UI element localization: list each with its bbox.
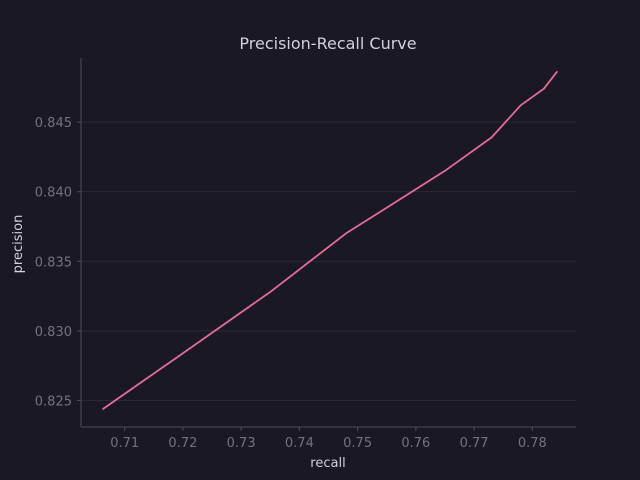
x-tick-label: 0.71 <box>110 436 139 451</box>
series-lines <box>102 71 558 410</box>
chart-title: Precision-Recall Curve <box>239 34 416 53</box>
y-tick-label: 0.825 <box>35 395 72 410</box>
axes <box>77 58 576 431</box>
x-tick-label: 0.75 <box>343 436 372 451</box>
x-tick-label: 0.74 <box>285 436 314 451</box>
y-tick-label: 0.835 <box>35 255 72 270</box>
x-tick-label: 0.77 <box>460 436 489 451</box>
pr-curve-line <box>102 71 558 410</box>
x-tick-label: 0.76 <box>401 436 430 451</box>
y-axis-label: precision <box>11 215 26 274</box>
y-tick-label: 0.830 <box>35 325 72 340</box>
y-tick-label: 0.845 <box>35 116 72 131</box>
x-tick-label: 0.72 <box>168 436 197 451</box>
x-tick-label: 0.78 <box>518 436 547 451</box>
tick-labels: 0.825 0.830 0.835 0.840 0.845 0.71 0.72 0.73 0.7… <box>35 116 547 451</box>
x-tick-label: 0.73 <box>227 436 256 451</box>
x-axis-label: recall <box>310 456 345 471</box>
grid-lines <box>81 121 576 402</box>
y-tick-label: 0.840 <box>35 186 72 201</box>
